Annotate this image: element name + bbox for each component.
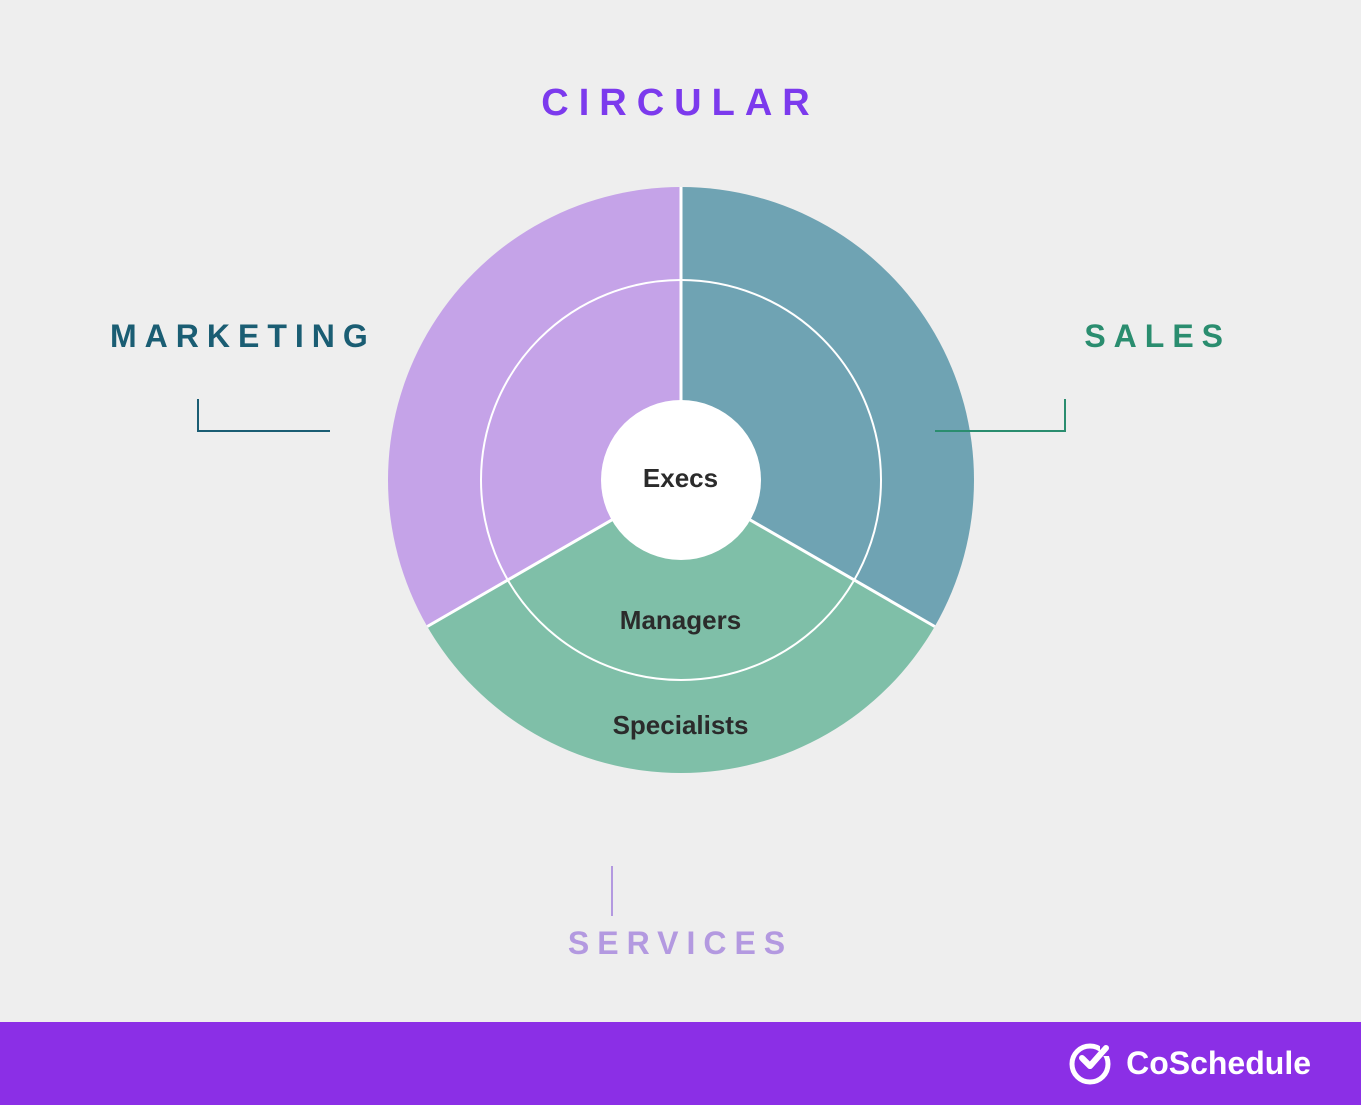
circular-chart: Execs Managers Specialists xyxy=(381,180,981,780)
ring-label-execs: Execs xyxy=(643,463,718,494)
diagram-canvas: CIRCULAR Execs Managers Specialists MARK… xyxy=(0,0,1361,1022)
leader-marketing xyxy=(198,399,330,431)
sector-label-sales: SALES xyxy=(1084,318,1231,355)
ring-label-specialists: Specialists xyxy=(613,710,749,741)
diagram-title: CIRCULAR xyxy=(541,82,819,125)
brand: CoSchedule xyxy=(1068,1042,1311,1086)
sector-label-services: SERVICES xyxy=(568,925,793,962)
sector-label-marketing: MARKETING xyxy=(110,318,376,355)
ring-label-managers: Managers xyxy=(620,605,741,636)
brand-text: CoSchedule xyxy=(1126,1045,1311,1082)
coschedule-logo-icon xyxy=(1068,1042,1112,1086)
footer-bar: CoSchedule xyxy=(0,1022,1361,1105)
